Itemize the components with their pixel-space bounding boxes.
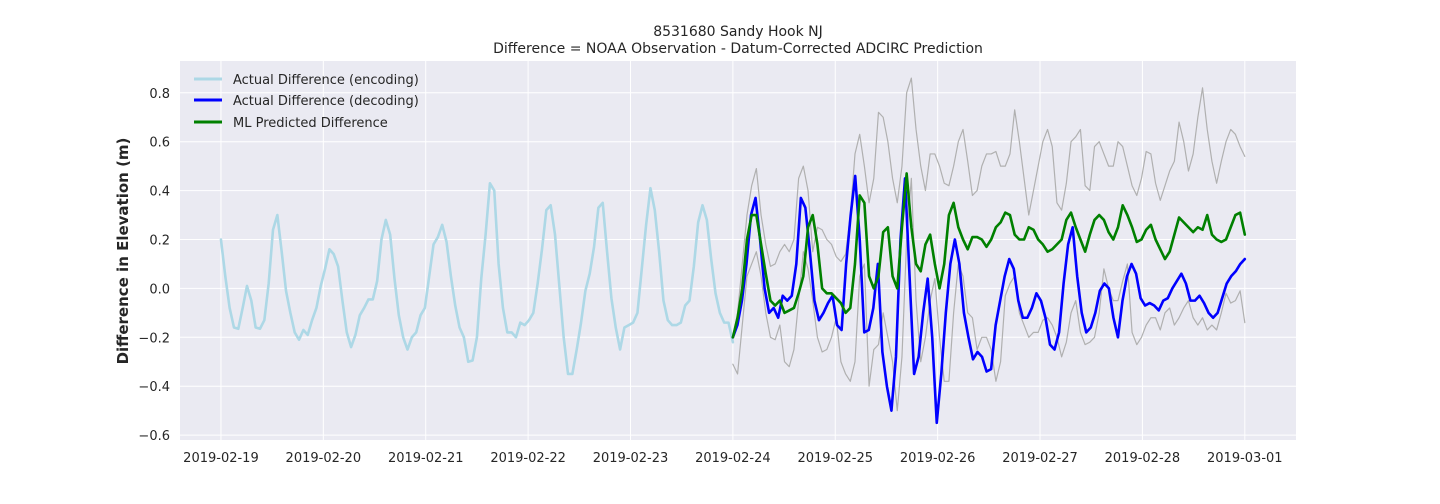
chart-title: 8531680 Sandy Hook NJ [653, 24, 823, 40]
x-tick-label: 2019-02-25 [797, 451, 873, 466]
legend-label-decoding: Actual Difference (decoding) [233, 94, 419, 109]
legend-label-predicted: ML Predicted Difference [233, 116, 388, 131]
x-tick-label: 2019-02-27 [1002, 451, 1078, 466]
plot-area [180, 61, 1296, 440]
y-tick-label: −0.2 [138, 331, 170, 346]
series-line-lower-bound [732, 177, 1246, 412]
series-line-predicted [731, 172, 1247, 339]
series-line-decoding [731, 174, 1247, 425]
series-line-encoding [219, 181, 735, 376]
legend-label-encoding: Actual Difference (encoding) [233, 73, 419, 88]
x-tick-label: 2019-03-01 [1207, 451, 1283, 466]
chart-subtitle: Difference = NOAA Observation - Datum-Co… [493, 41, 983, 57]
x-tick-label: 2019-02-23 [593, 451, 669, 466]
y-tick-label: −0.6 [138, 429, 170, 444]
x-tick-labels: 2019-02-19 2019-02-20 2019-02-21 2019-02-22… [183, 451, 1282, 466]
x-tick-label: 2019-02-22 [490, 451, 566, 466]
legend: Actual Difference (encoding) Actual Diff… [194, 73, 419, 131]
x-tick-label: 2019-02-21 [388, 451, 464, 466]
y-tick-labels: −0.6 −0.4 −0.2 0.0 0.2 0.4 0.6 0.8 [138, 87, 170, 444]
x-tick-label: 2019-02-20 [286, 451, 362, 466]
x-tick-label: 2019-02-24 [695, 451, 771, 466]
series-layer [219, 77, 1247, 425]
y-tick-label: 0.0 [149, 282, 170, 297]
series-line-upper-bound [732, 77, 1246, 338]
x-tick-label: 2019-02-19 [183, 451, 259, 466]
y-tick-label: 0.8 [149, 87, 170, 102]
y-tick-label: 0.2 [149, 233, 170, 248]
x-tick-label: 2019-02-28 [1105, 451, 1181, 466]
grid [180, 61, 1296, 440]
y-tick-label: −0.4 [138, 380, 170, 395]
y-axis-label: Difference in Elevation (m) [114, 138, 132, 365]
x-tick-label: 2019-02-26 [900, 451, 976, 466]
y-tick-label: 0.4 [149, 185, 170, 200]
y-tick-label: 0.6 [149, 136, 170, 151]
